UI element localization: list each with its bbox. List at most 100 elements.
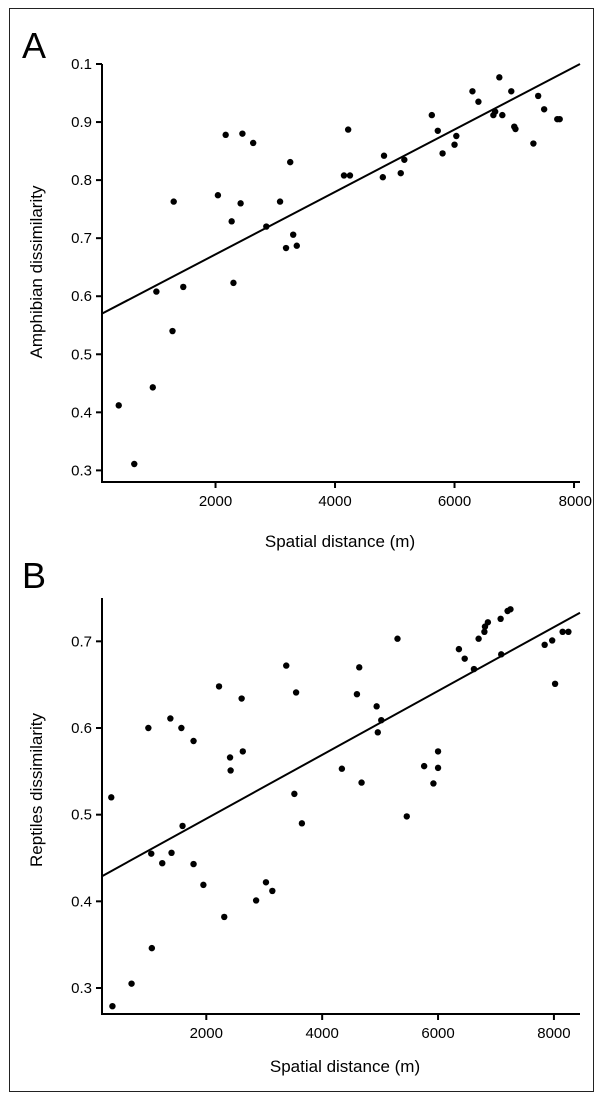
panel-a-x-axis-title: Spatial distance (m) <box>265 532 415 551</box>
panel-a-data-point <box>397 169 404 177</box>
panel-b-data-point <box>507 606 514 613</box>
panel-b-data-point <box>378 717 385 724</box>
panel-b-data-point <box>470 665 478 673</box>
panel-b-x-axis-title: Spatial distance (m) <box>270 1057 420 1076</box>
panel-a-data-point <box>249 139 257 147</box>
panel-b-y-tick-label: 0.6 <box>71 720 92 737</box>
panel-b-data-point <box>190 737 197 745</box>
panel-a-data-point <box>263 223 270 230</box>
panel-b-x-tick-label: 4000 <box>305 1025 338 1042</box>
panel-b-data-point <box>200 881 207 889</box>
panel-a-data-point <box>131 460 138 468</box>
panel-a-data-point <box>401 156 408 163</box>
panel-a-data-point <box>169 327 176 335</box>
panel-b-data-point <box>269 887 276 895</box>
panel-a-data-point <box>239 130 246 137</box>
panel-b-letter: B <box>22 555 46 596</box>
panel-a-axes <box>101 64 580 483</box>
panel-b-x-tick-label: 8000 <box>537 1025 570 1042</box>
panel-b-data-point <box>109 1003 116 1010</box>
panel-b-data-point <box>292 689 300 696</box>
panel-b-y-tick-label: 0.3 <box>71 980 92 997</box>
panel-a-data-point <box>379 174 387 181</box>
panel-a-data-point <box>434 127 441 134</box>
panel-b-data-point <box>353 691 361 698</box>
panel-b-data-point <box>168 849 175 856</box>
panel-b-data-point <box>455 645 463 653</box>
panel-a-data-point <box>237 200 244 207</box>
panel-a-data-point <box>230 279 237 287</box>
panel-a-data-point <box>282 244 290 252</box>
figure-frame <box>9 8 594 1092</box>
panel-a-data-point <box>469 88 476 95</box>
panel-b-y-axis-title: Reptiles dissimilarity <box>27 713 46 867</box>
panel-a-data-point <box>556 115 563 123</box>
panel-a-points <box>115 74 563 468</box>
panel-a-data-point <box>344 126 352 133</box>
panel-b-data-point <box>434 764 442 772</box>
panel-a-y-axis-title: Amphibian dissimilarity <box>27 185 46 358</box>
panel-a-data-point <box>540 106 548 113</box>
panel-b-x-tick-label: 2000 <box>190 1025 223 1042</box>
panel-b-data-point <box>215 683 223 690</box>
panel-b-data-point <box>484 619 492 626</box>
panel-a-data-point <box>451 141 458 148</box>
panel-b-data-point <box>108 794 115 801</box>
panel-b-data-point <box>159 860 166 867</box>
panel-a-data-point <box>214 192 222 199</box>
panel-b-data-point <box>190 860 197 868</box>
panel-a-y-ticks: 0.3 0.4 0.5 0.6 0.7 0.8 0.9 0.1 <box>71 56 102 479</box>
panel-b-data-point <box>356 664 363 671</box>
panel-b-data-point <box>394 635 401 642</box>
panel-a-x-tick-label: 2000 <box>199 493 232 510</box>
panel-b-data-point <box>239 748 246 755</box>
panel-b-data-point <box>238 695 245 702</box>
panel-a-data-point <box>287 158 294 166</box>
panel-a-data-point <box>453 132 460 140</box>
panel-a-y-tick-label: 0.1 <box>71 56 92 73</box>
panel-a-data-point <box>290 231 297 238</box>
panel-a-data-point <box>170 198 177 205</box>
panel-b-data-point <box>145 724 152 732</box>
panel-b-data-point <box>373 703 380 710</box>
panel-a: A 0.3 0.4 0.5 0.6 0.7 0.8 0.9 0.1 2000 4000 6000 8… <box>22 25 592 551</box>
panel-a-data-point <box>508 88 515 95</box>
panel-a-data-point <box>222 131 229 139</box>
panel-b-y-tick-label: 0.4 <box>71 893 92 910</box>
panel-a-data-point <box>293 242 300 249</box>
panel-b-data-point <box>430 780 437 787</box>
panel-b-data-point <box>403 813 410 820</box>
panel-b-data-point <box>475 635 482 642</box>
panel-b-data-point <box>374 729 381 736</box>
panel-a-data-point <box>153 288 160 295</box>
panel-a-data-point <box>534 92 542 100</box>
panel-b-y-tick-label: 0.7 <box>71 633 92 650</box>
panel-a-data-point <box>180 283 187 291</box>
panel-b-data-point <box>221 913 228 921</box>
panel-a-data-point <box>228 218 235 225</box>
panel-a-y-tick-label: 0.6 <box>71 288 92 305</box>
panel-a-data-point <box>512 125 519 133</box>
panel-b-data-point <box>167 715 174 722</box>
panel-a-y-tick-label: 0.7 <box>71 230 92 247</box>
panel-a-data-point <box>346 172 354 179</box>
panel-b: B 0.3 0.4 0.5 0.6 0.7 2000 4000 6000 8000 Spati… <box>22 555 581 1076</box>
panel-b-data-point <box>548 637 556 644</box>
panel-a-x-tick-label: 8000 <box>559 493 592 510</box>
panel-a-data-point <box>276 198 284 205</box>
panel-b-data-point <box>227 767 234 774</box>
panel-a-data-point <box>499 111 506 119</box>
panel-a-y-tick-label: 0.9 <box>71 114 92 131</box>
panel-a-y-tick-label: 0.5 <box>71 346 92 363</box>
panel-a-data-point <box>149 384 156 391</box>
panel-b-x-tick-label: 6000 <box>421 1025 454 1042</box>
panel-a-x-tick-label: 6000 <box>438 493 471 510</box>
panel-b-y-tick-label: 0.5 <box>71 807 92 824</box>
panel-b-data-point <box>565 628 572 635</box>
panel-b-data-point <box>148 850 155 857</box>
panel-b-data-point <box>179 822 186 830</box>
panel-b-data-point <box>358 779 365 786</box>
panel-b-data-point <box>338 765 346 772</box>
panel-b-data-point <box>252 897 260 904</box>
panel-b-data-point <box>128 980 135 987</box>
